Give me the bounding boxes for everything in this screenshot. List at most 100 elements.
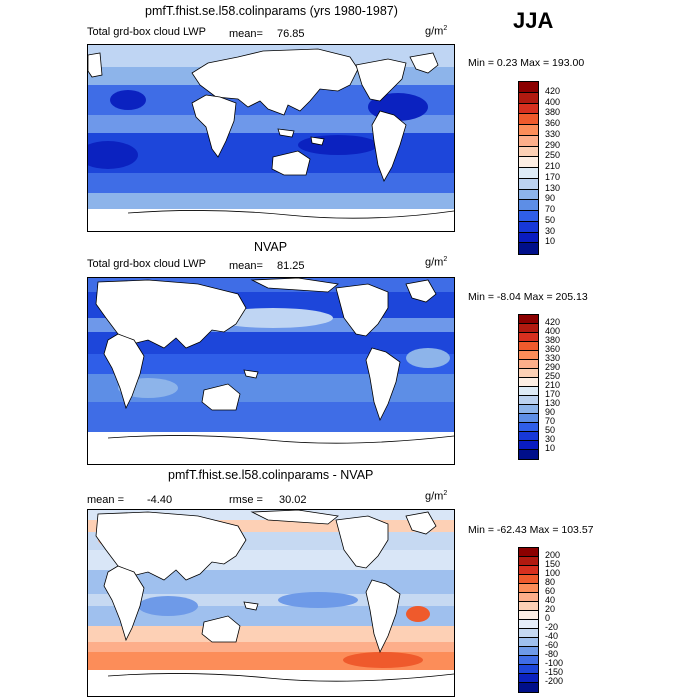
colorbar-swatch	[519, 243, 538, 254]
panel1-mean-value: 76.85	[277, 28, 305, 40]
colorbar-swatch	[519, 557, 538, 566]
colorbar-tick-label: 330	[545, 128, 561, 139]
colorbar-tick-label: 130	[545, 182, 561, 193]
colorbar-tick-label: 200	[545, 550, 561, 560]
colorbar-tick-label: 400	[545, 96, 561, 107]
panel2-field-label: Total grd-box cloud LWP	[87, 258, 207, 270]
colorbar-tick-label: 170	[545, 389, 561, 399]
colorbar-tick-label: 30	[545, 225, 556, 236]
colorbar-swatch	[519, 351, 538, 360]
panel3-title: pmfT.fhist.se.l58.colinparams - NVAP	[168, 468, 374, 482]
season-label: JJA	[513, 8, 554, 33]
colorbar-tick-label: 420	[545, 85, 561, 96]
colorbar-tick-label: 250	[545, 150, 561, 161]
colorbar-swatch	[519, 157, 538, 168]
colorbar-tick-label: 70	[545, 416, 556, 426]
colorbar-swatch	[519, 114, 538, 125]
panel2-title: NVAP	[254, 240, 288, 254]
colorbar-swatch	[519, 221, 538, 233]
colorbar-swatch	[519, 405, 538, 414]
panel2-minmax: Min = -8.04 Max = 205.13	[468, 291, 588, 303]
colorbar-tick-label: 90	[545, 407, 556, 417]
colorbar-swatch	[519, 548, 538, 557]
panel3-colorbar	[518, 547, 539, 693]
colorbar-swatch	[519, 92, 538, 104]
colorbar-tick-label: 0	[545, 613, 551, 623]
colorbar-swatch	[519, 566, 538, 575]
colorbar-swatch	[519, 450, 538, 459]
colorbar-tick-label: 400	[545, 326, 561, 336]
colorbar-swatch	[519, 378, 538, 387]
panel3-minmax: Min = -62.43 Max = 103.57	[468, 524, 594, 536]
colorbar-tick-label: -150	[545, 667, 564, 677]
colorbar-tick-label: 150	[545, 559, 561, 569]
colorbar-swatch	[519, 211, 538, 222]
colorbar-tick-label: 100	[545, 568, 561, 578]
colorbar-swatch	[519, 178, 538, 190]
colorbar-tick-label: 380	[545, 335, 561, 345]
panel3-unit: g/m2	[425, 490, 448, 503]
panel1-title: pmfT.fhist.se.l58.colinparams (yrs 1980-…	[145, 4, 398, 18]
colorbar-tick-label: 170	[545, 171, 561, 182]
colorbar-swatch	[519, 82, 538, 93]
panel1-mean-label: mean=	[229, 28, 263, 40]
panel2-unit: g/m2	[425, 256, 448, 269]
panel3-colorbar-ticks: 200 150 100 80 60 40 20 0 -20 -40 -60 -80 -100 -150 -2…	[545, 547, 589, 691]
colorbar-tick-label: 50	[545, 425, 556, 435]
colorbar-tick-label: -200	[545, 676, 564, 686]
colorbar-swatch	[519, 584, 538, 593]
colorbar-swatch	[519, 200, 538, 211]
colorbar-swatch	[519, 602, 538, 611]
colorbar-tick-label: 60	[545, 586, 556, 596]
colorbar-tick-label: 70	[545, 204, 556, 214]
colorbar-swatch	[519, 232, 538, 244]
colorbar-tick-label: 420	[545, 317, 561, 327]
colorbar-tick-label: 210	[545, 161, 561, 171]
colorbar-tick-label: 30	[545, 434, 556, 444]
colorbar-tick-label: -20	[545, 622, 559, 632]
colorbar-tick-label: -100	[545, 658, 564, 668]
colorbar-tick-label: 330	[545, 353, 561, 363]
colorbar-tick-label: 90	[545, 193, 556, 204]
panel1-unit: g/m2	[425, 25, 448, 38]
colorbar-swatch	[519, 647, 538, 656]
colorbar-swatch	[519, 189, 538, 201]
colorbar-swatch	[519, 387, 538, 396]
colorbar-swatch	[519, 342, 538, 351]
colorbar-tick-label: -60	[545, 640, 559, 650]
colorbar-tick-label: 360	[545, 118, 561, 128]
panel1-map	[87, 44, 455, 232]
panel3-rmse-value: 30.02	[279, 494, 307, 506]
colorbar-swatch	[519, 369, 538, 378]
colorbar-tick-label: 380	[545, 107, 561, 118]
colorbar-swatch	[519, 396, 538, 405]
colorbar-swatch	[519, 620, 538, 629]
colorbar-tick-label: -80	[545, 649, 559, 659]
panel3-mean-label: mean =	[87, 494, 124, 506]
colorbar-swatch	[519, 674, 538, 683]
colorbar-swatch	[519, 593, 538, 602]
panel3-map	[87, 509, 455, 697]
panel1-minmax: Min = 0.23 Max = 193.00	[468, 57, 585, 69]
colorbar-tick-label: 290	[545, 139, 561, 150]
colorbar-tick-label: 210	[545, 380, 561, 390]
colorbar-tick-label: 250	[545, 371, 561, 381]
colorbar-tick-label: 40	[545, 595, 556, 605]
colorbar-tick-label: 360	[545, 344, 561, 354]
panel3-rmse-label: rmse =	[229, 494, 263, 506]
colorbar-swatch	[519, 103, 538, 115]
panel1-field-label: Total grd-box cloud LWP	[87, 26, 207, 38]
colorbar-swatch	[519, 315, 538, 324]
panel2-mean-value: 81.25	[277, 260, 305, 272]
colorbar-swatch	[519, 432, 538, 441]
colorbar-tick-label: 290	[545, 362, 561, 372]
panel2-map	[87, 277, 455, 465]
colorbar-tick-label: -40	[545, 631, 559, 641]
panel3-mean-value: -4.40	[147, 494, 173, 506]
colorbar-swatch	[519, 665, 538, 674]
panel2-colorbar-ticks: 420 400 380 360 330 290 250 210 170 130 90 70 50 30 10	[545, 314, 585, 458]
colorbar-swatch	[519, 168, 538, 179]
colorbar-tick-label: 130	[545, 398, 561, 408]
colorbar-swatch	[519, 575, 538, 584]
colorbar-swatch	[519, 629, 538, 638]
